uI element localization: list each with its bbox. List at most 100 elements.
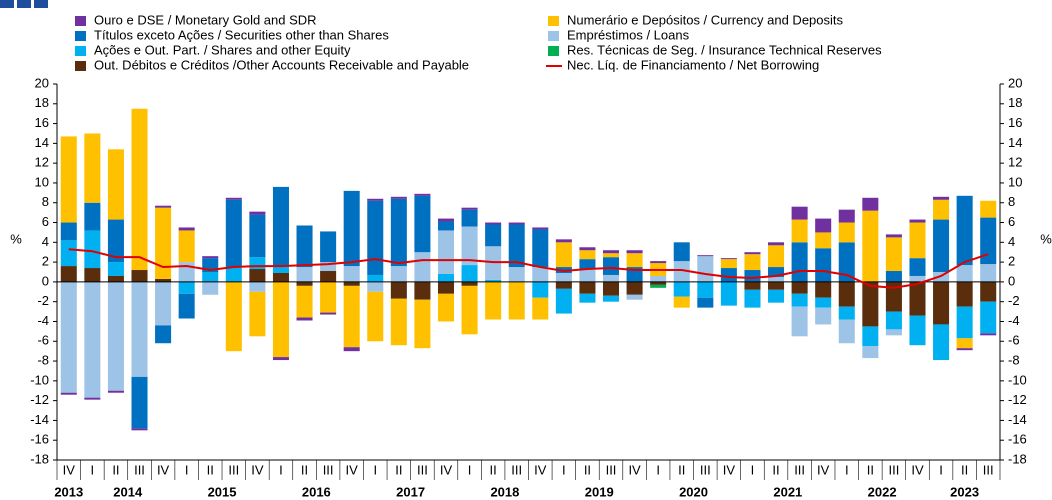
bar-segment bbox=[697, 297, 714, 308]
year-label: 2013 bbox=[54, 484, 83, 499]
bar-segment bbox=[249, 257, 266, 270]
y2-tick-label: -16 bbox=[1008, 432, 1027, 447]
bar-segment bbox=[508, 267, 525, 282]
bar-segment bbox=[980, 217, 997, 265]
legend-swatch bbox=[75, 61, 86, 71]
bar-segment bbox=[107, 262, 124, 276]
bar-segment bbox=[60, 222, 77, 241]
x-tick-label: II bbox=[584, 462, 591, 477]
bar-segment bbox=[107, 219, 124, 263]
bar-segment bbox=[626, 250, 643, 254]
bar-segment bbox=[296, 285, 313, 318]
y-tick-label: -16 bbox=[30, 432, 49, 447]
bar-segment bbox=[650, 284, 667, 288]
y2-tick-label: 10 bbox=[1008, 174, 1022, 189]
bar-segment bbox=[84, 230, 101, 269]
bar-segment bbox=[343, 190, 360, 267]
bar-segment bbox=[485, 281, 502, 320]
bar-segment bbox=[107, 149, 124, 220]
bar-segment bbox=[60, 136, 77, 223]
x-tick-label: III bbox=[511, 462, 522, 477]
bar-segment bbox=[768, 289, 785, 303]
bar-segment bbox=[84, 397, 101, 400]
bar-segment bbox=[390, 298, 407, 346]
year-label: 2023 bbox=[950, 484, 979, 499]
bar-segment bbox=[437, 221, 455, 231]
legend-label: Res. Técnicas de Seg. / Insurance Techni… bbox=[567, 42, 882, 57]
bar-segment bbox=[744, 281, 761, 290]
bar-segment bbox=[885, 237, 902, 272]
bar-segment bbox=[131, 281, 148, 377]
bar-segment bbox=[155, 325, 172, 344]
legend-swatch bbox=[548, 31, 559, 41]
y-tick-label: -14 bbox=[30, 412, 49, 427]
bar-segment bbox=[980, 200, 997, 218]
bar-segment bbox=[84, 133, 101, 203]
bar-segment bbox=[296, 267, 313, 282]
y-tick-label: 18 bbox=[35, 95, 49, 110]
bar-segment bbox=[555, 239, 572, 243]
bar-segment bbox=[107, 390, 124, 393]
x-tick-label: I bbox=[939, 462, 943, 477]
bar-segment bbox=[838, 209, 855, 223]
bar-segment bbox=[933, 324, 950, 361]
bar-segment bbox=[815, 307, 832, 325]
bar-segment bbox=[202, 256, 219, 259]
bar-segment bbox=[485, 279, 502, 282]
bar-segment bbox=[791, 281, 808, 294]
bar-segment bbox=[414, 299, 431, 349]
bar-segment bbox=[956, 338, 973, 349]
bar-segment bbox=[343, 285, 360, 348]
bar-segment bbox=[367, 200, 384, 275]
year-label: 2017 bbox=[396, 484, 425, 499]
bar-segment bbox=[296, 281, 313, 286]
x-tick-label: III bbox=[323, 462, 334, 477]
legend-swatch bbox=[75, 16, 86, 26]
bar-segment bbox=[84, 202, 101, 231]
bar-segment bbox=[602, 250, 620, 254]
x-tick-label: I bbox=[185, 462, 189, 477]
bar-segment bbox=[579, 250, 596, 260]
year-label: 2021 bbox=[773, 484, 802, 499]
x-tick-label: IV bbox=[346, 462, 359, 477]
y-tick-label: -12 bbox=[30, 392, 49, 407]
bar-segment bbox=[909, 258, 926, 276]
bar-segment bbox=[862, 281, 879, 327]
y-tick-label: 12 bbox=[35, 155, 49, 170]
bar-segment bbox=[202, 272, 219, 282]
x-tick-label: III bbox=[794, 462, 805, 477]
bar-segment bbox=[532, 281, 549, 298]
y2-tick-label: -12 bbox=[1008, 392, 1027, 407]
x-tick-label: III bbox=[417, 462, 428, 477]
bar-segment bbox=[626, 253, 643, 268]
bar-segment bbox=[697, 281, 714, 298]
y-tick-label: -8 bbox=[37, 352, 49, 367]
bar-segment bbox=[178, 293, 195, 319]
y2-tick-label: -10 bbox=[1008, 372, 1027, 387]
bar-segment bbox=[155, 281, 172, 326]
year-label: 2014 bbox=[113, 484, 143, 499]
bar-segment bbox=[155, 278, 172, 282]
bar-segment bbox=[909, 222, 926, 259]
bar-segment bbox=[414, 193, 431, 196]
x-tick-label: I bbox=[656, 462, 660, 477]
bar-segment bbox=[320, 231, 337, 263]
y-tick-label: 2 bbox=[42, 254, 49, 269]
bar-segment bbox=[602, 295, 620, 302]
x-tick-label: IV bbox=[628, 462, 641, 477]
bar-segment bbox=[626, 294, 643, 300]
bar-segment bbox=[626, 281, 643, 295]
y-tick-label: 4 bbox=[42, 234, 49, 249]
bar-segment bbox=[862, 346, 879, 359]
bar-segment bbox=[390, 198, 407, 267]
bar-segment bbox=[791, 242, 808, 282]
y-tick-label: 16 bbox=[35, 115, 49, 130]
bar-segment bbox=[885, 271, 902, 282]
x-tick-label: II bbox=[772, 462, 779, 477]
x-tick-label: II bbox=[678, 462, 685, 477]
bar-segment bbox=[508, 224, 525, 268]
bar-segment bbox=[60, 240, 77, 267]
y2-tick-label: 2 bbox=[1008, 254, 1015, 269]
bar-segment bbox=[84, 268, 101, 282]
bar-segment bbox=[320, 262, 337, 272]
